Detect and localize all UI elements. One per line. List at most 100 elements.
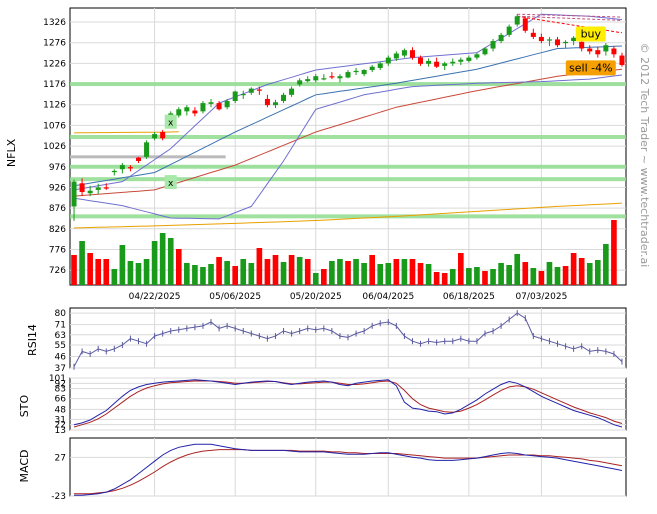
volume-bar	[554, 267, 561, 285]
volume-bar	[151, 241, 158, 285]
volume-bar	[611, 220, 617, 285]
candle-body	[87, 190, 93, 194]
candle-body	[385, 57, 391, 64]
buy-badge-label: buy	[581, 27, 602, 40]
date-tick-label: 05/20/2025	[290, 292, 342, 302]
volume-bar	[522, 262, 529, 285]
volume-bar	[578, 258, 585, 285]
candle-body	[353, 70, 359, 73]
candle-body	[289, 88, 295, 95]
price-tick-label: 1276	[43, 39, 66, 49]
candle-body	[619, 55, 625, 66]
price-tick-label: 1326	[43, 18, 66, 28]
volume-bar	[393, 259, 400, 285]
price-tick-label: 1226	[43, 59, 66, 69]
candle-body	[522, 18, 528, 31]
candle-body	[538, 36, 544, 42]
rsi-tick-label: 71	[55, 321, 66, 331]
volume-bar	[119, 245, 126, 285]
signal-marker-box	[164, 175, 177, 190]
volume-bar	[490, 269, 496, 285]
volume-bar	[216, 257, 222, 285]
volume-bar	[385, 263, 392, 285]
candle-body	[176, 109, 182, 116]
date-tick-label: 06/04/2025	[362, 292, 414, 302]
candle-body	[95, 187, 101, 190]
price-tick-label: 1176	[43, 80, 66, 90]
buy-badge	[575, 26, 606, 42]
candle-body	[563, 41, 569, 44]
lower-band-line	[73, 74, 623, 220]
sto-fast-line	[73, 379, 623, 428]
volume-bar	[482, 271, 488, 285]
price-tick-label: 1076	[43, 121, 66, 131]
macd-signal-line	[74, 449, 623, 495]
candle-body	[571, 37, 577, 42]
volume-bar	[288, 255, 295, 285]
volume-bar	[248, 263, 255, 285]
candle-body	[393, 53, 399, 59]
rsi-tick-label: 63	[55, 331, 66, 341]
volume-bar	[530, 268, 537, 285]
candle-body	[321, 78, 327, 80]
volume-bar	[466, 268, 472, 285]
candle-body	[152, 134, 158, 139]
rsi-tick-label: 46	[55, 353, 67, 363]
price-tick-label: 726	[49, 266, 66, 276]
candle-body	[426, 60, 432, 64]
volume-bar	[184, 263, 190, 285]
volume-bar	[345, 261, 351, 285]
candle-body	[240, 93, 246, 96]
candle-body	[579, 41, 585, 49]
volume-bar	[111, 269, 118, 285]
candle-body	[498, 34, 504, 42]
sto-tick-label: 66	[55, 395, 67, 405]
volume-bar	[200, 267, 206, 285]
signal-marker-box	[164, 114, 177, 129]
volume-bar	[369, 255, 375, 285]
upper-band-line	[73, 13, 623, 191]
volume-bar	[264, 259, 271, 285]
candle-body	[490, 41, 496, 49]
candle-body	[111, 170, 117, 173]
volume-bar	[159, 233, 166, 285]
candle-body	[192, 110, 198, 114]
price-tick-label: 926	[49, 183, 66, 193]
date-tick-label: 06/18/2025	[443, 292, 495, 302]
sell-badge-label: sell -4%	[569, 61, 613, 74]
volume-bar	[457, 253, 464, 285]
date-tick-label: 04/22/2025	[129, 292, 181, 302]
candle-body	[71, 181, 77, 207]
candle-body	[611, 48, 617, 55]
volume-bar	[95, 259, 102, 285]
watermark: © 2012 Tech Trader ~ www.techtrader.ai	[638, 43, 651, 268]
support-line	[70, 164, 626, 169]
volume-bar	[272, 255, 279, 285]
volume-bar	[192, 265, 198, 285]
candle-body	[595, 50, 601, 55]
rsi-tick-label: 55	[55, 341, 66, 351]
candle-body	[450, 61, 456, 64]
volume-bar	[329, 261, 335, 285]
ma20-line	[73, 45, 623, 187]
volume-bar	[337, 259, 343, 285]
volume-bar	[570, 253, 577, 285]
volume-bar	[417, 263, 424, 285]
candle-body	[160, 132, 166, 139]
volume-bar	[498, 263, 504, 285]
candle-body	[272, 102, 278, 106]
volume-bar	[256, 248, 263, 285]
price-tick-label: 976	[49, 163, 66, 173]
candle-body	[530, 32, 536, 37]
volume-bar	[538, 271, 545, 285]
volume-bar	[506, 265, 512, 285]
candle-body	[474, 54, 480, 58]
volume-bar	[603, 244, 609, 285]
signal-marker: x	[168, 119, 174, 129]
price-tick-label: 1126	[43, 101, 66, 111]
volume-bar	[208, 264, 214, 285]
volume-bar	[474, 267, 480, 285]
candle-body	[232, 91, 238, 102]
